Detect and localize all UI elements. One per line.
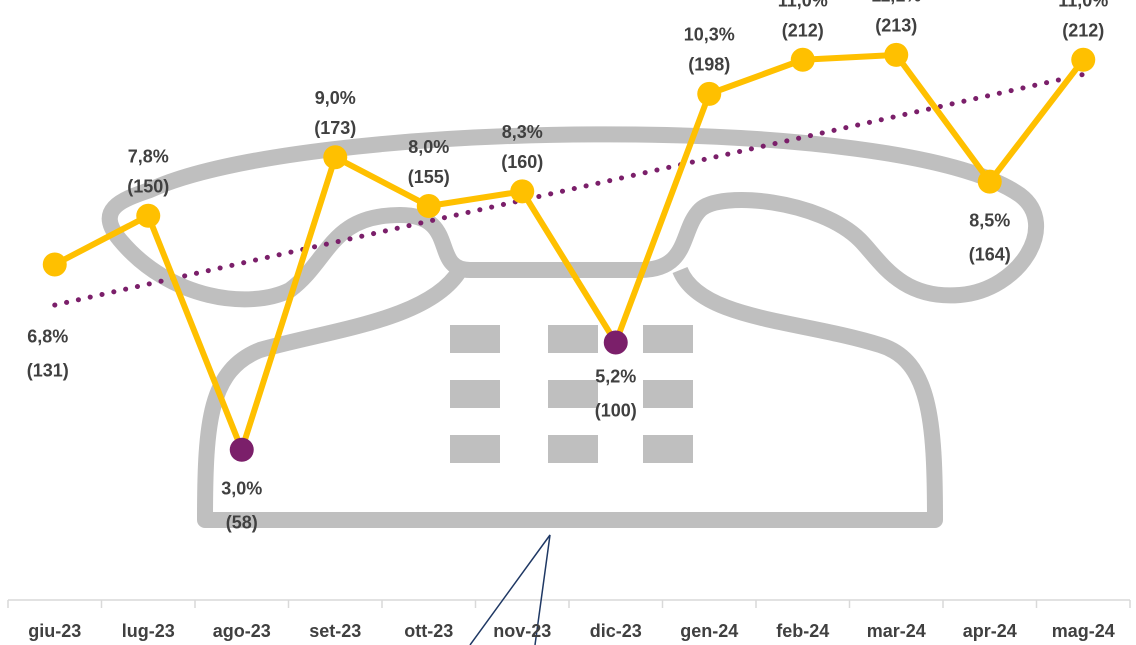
data-point xyxy=(42,252,67,277)
keypad xyxy=(450,325,693,463)
x-tick-label: dic-23 xyxy=(590,621,642,641)
data-point xyxy=(603,330,628,355)
data-point xyxy=(1071,47,1096,72)
value-label: 8,5% xyxy=(969,210,1010,230)
callout-lines xyxy=(469,534,551,645)
count-label: (58) xyxy=(226,513,258,533)
count-label: (198) xyxy=(688,55,730,75)
x-tick-label: apr-24 xyxy=(963,621,1017,641)
x-tick-label: gen-24 xyxy=(680,621,738,641)
x-tick-label: set-23 xyxy=(309,621,361,641)
value-label: 9,0% xyxy=(315,88,356,108)
value-label: 8,0% xyxy=(408,137,449,157)
count-label: (160) xyxy=(501,152,543,172)
value-label: 11,0% xyxy=(778,0,828,11)
x-tick-label: feb-24 xyxy=(776,621,829,641)
value-label: 10,3% xyxy=(684,25,735,45)
x-tick-label: mag-24 xyxy=(1052,621,1115,641)
value-label: 6,8% xyxy=(27,326,68,346)
x-tick-label: nov-23 xyxy=(493,621,551,641)
value-label: 7,8% xyxy=(128,147,169,167)
x-tick-label: mar-24 xyxy=(867,621,926,641)
value-label: 3,0% xyxy=(221,479,262,499)
count-label: (173) xyxy=(314,118,356,138)
value-label: 5,2% xyxy=(595,366,636,386)
value-label: 8,3% xyxy=(502,122,543,142)
x-tick-label: lug-23 xyxy=(122,621,175,641)
series-line xyxy=(53,51,1086,453)
data-point xyxy=(416,194,441,218)
count-label: (213) xyxy=(875,16,917,36)
x-tick-label: giu-23 xyxy=(28,621,81,641)
value-label: 11,0% xyxy=(1058,0,1108,11)
data-point xyxy=(229,437,254,462)
count-label: (150) xyxy=(127,177,169,197)
x-tick-label: ago-23 xyxy=(213,621,271,641)
telephone-icon xyxy=(101,126,1045,528)
count-label: (164) xyxy=(969,244,1011,264)
count-label: (212) xyxy=(1062,21,1104,41)
count-label: (212) xyxy=(782,21,824,41)
data-point xyxy=(977,169,1002,194)
count-label: (155) xyxy=(408,167,450,187)
data-point xyxy=(136,203,161,228)
value-label: 11,1% xyxy=(871,0,921,6)
count-label: (100) xyxy=(595,400,637,420)
x-tick-label: ott-23 xyxy=(404,621,453,641)
data-point xyxy=(323,145,348,170)
data-point xyxy=(884,42,909,67)
data-point xyxy=(510,179,535,204)
data-point xyxy=(697,81,722,106)
count-label: (131) xyxy=(27,360,69,380)
data-point xyxy=(790,47,815,72)
